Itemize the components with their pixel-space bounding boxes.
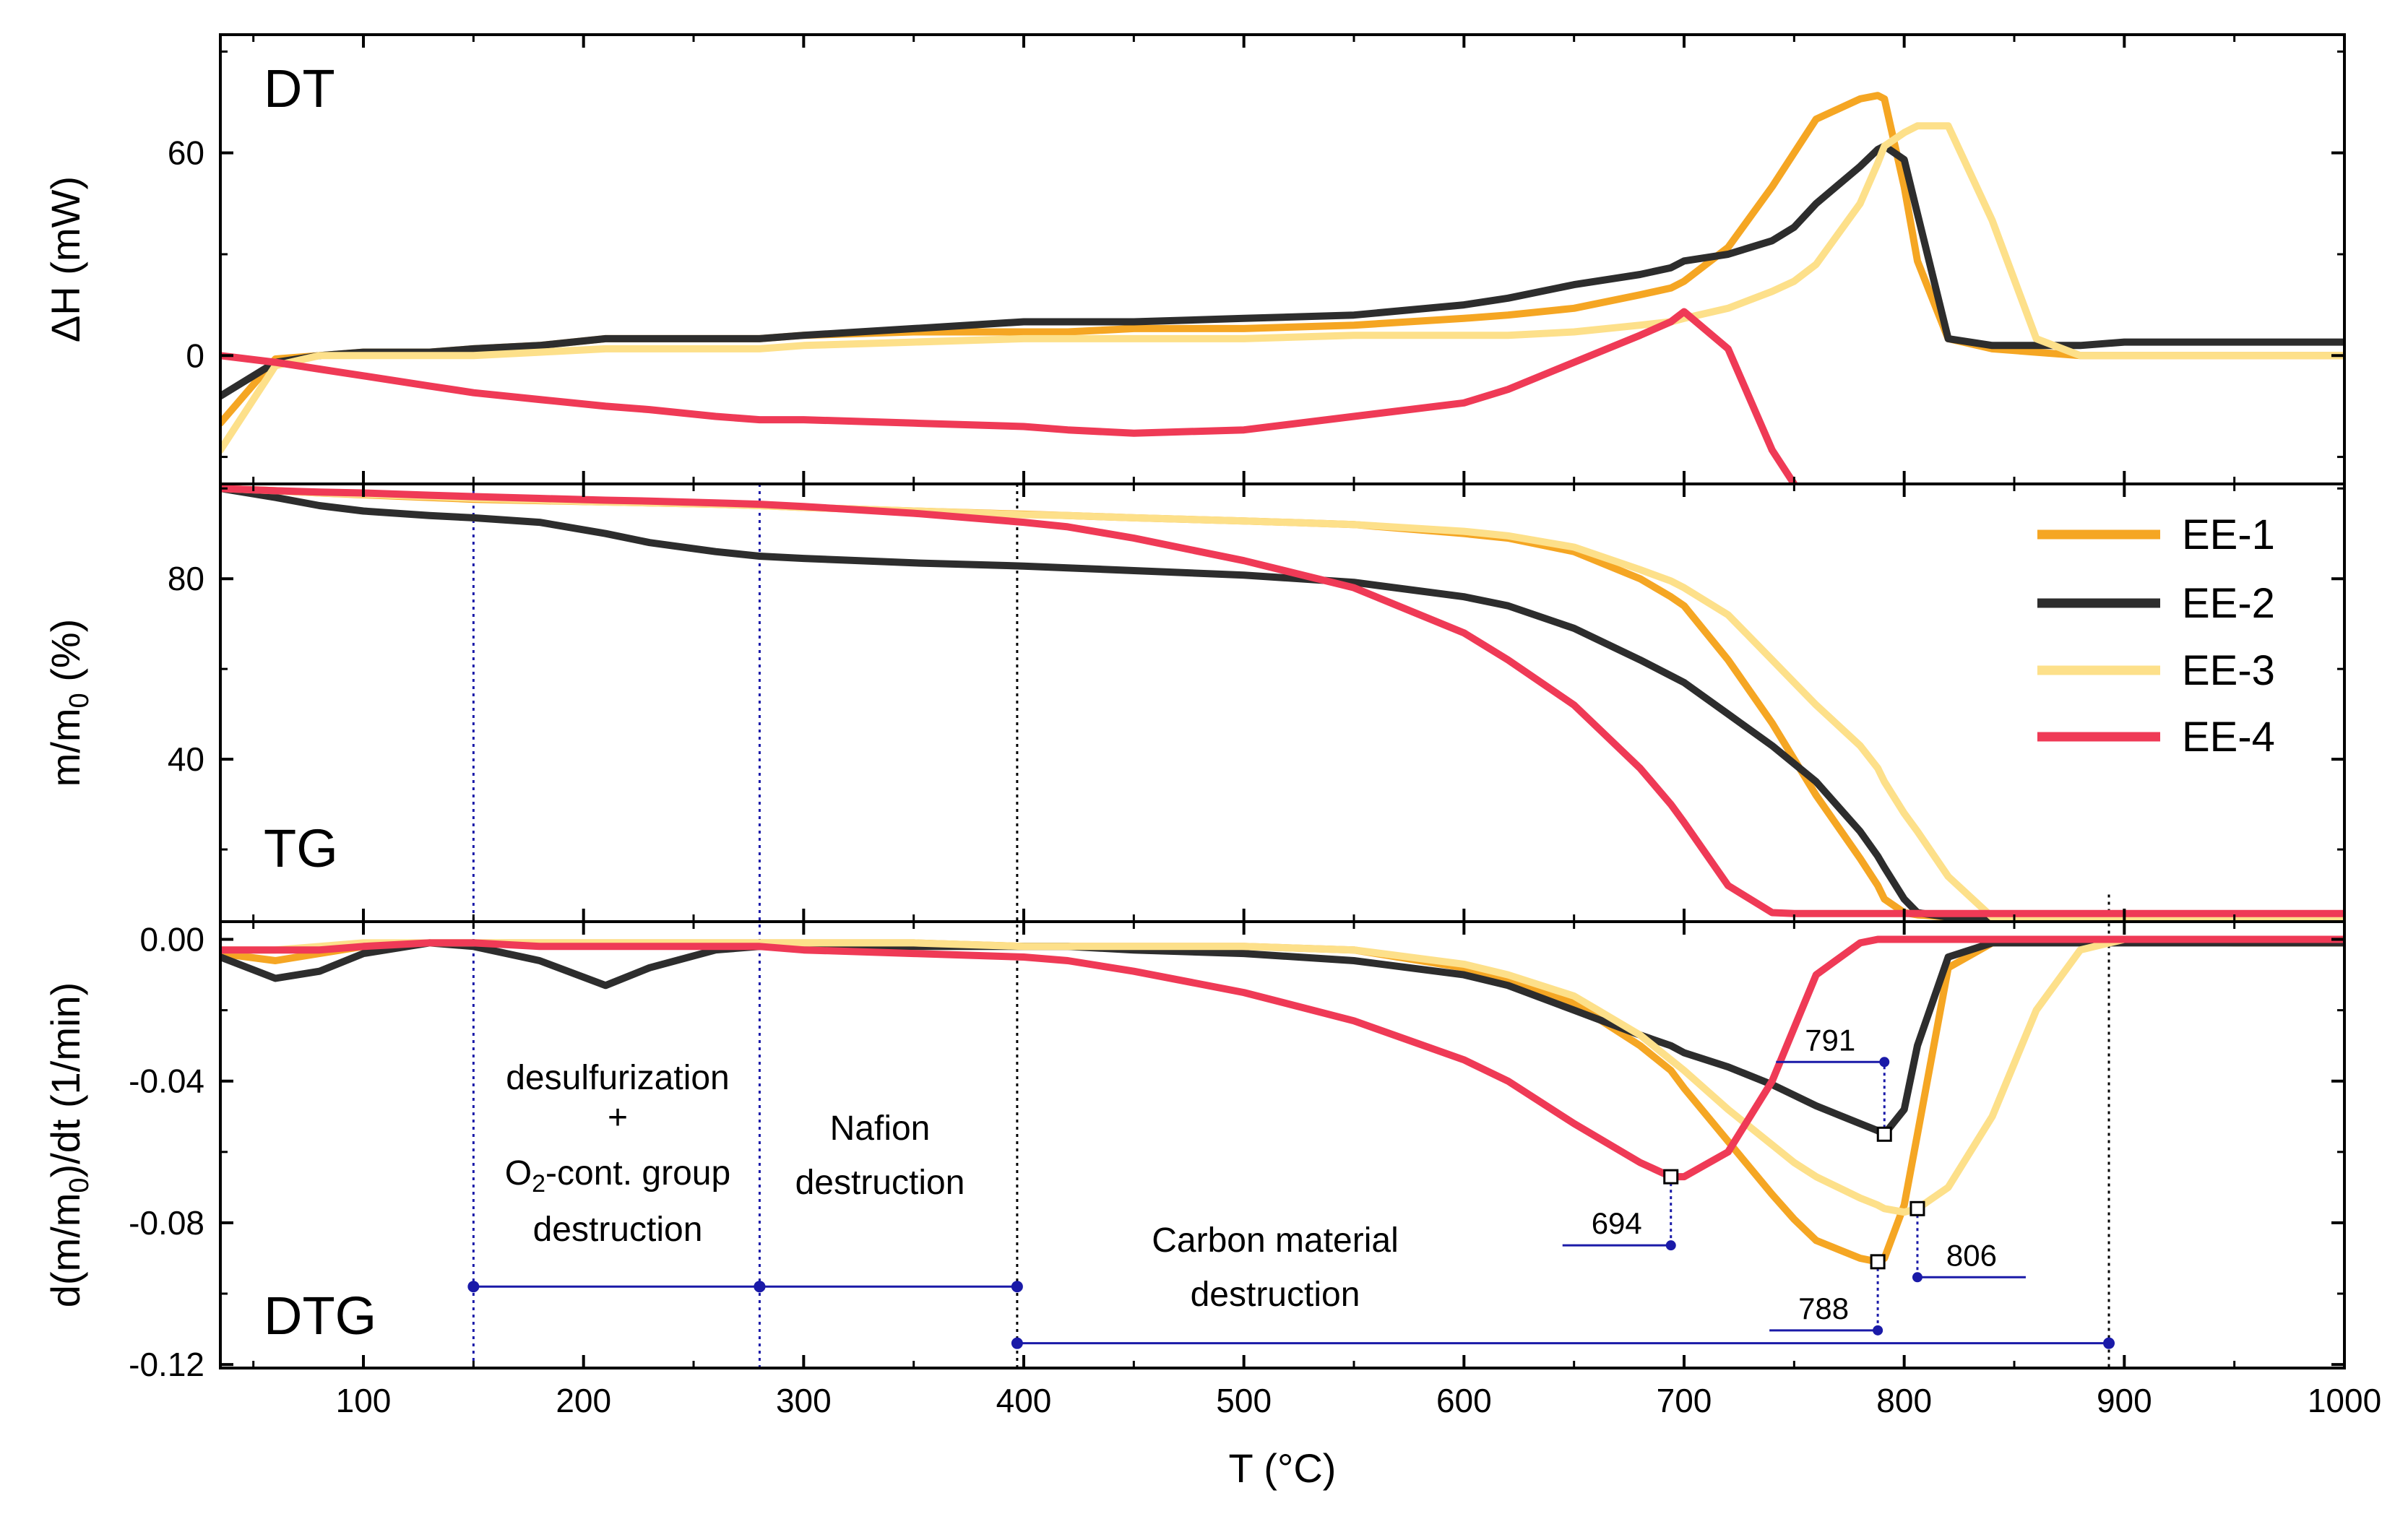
region-labels: desulfurization + O2-cont. group destruc… xyxy=(505,1059,1399,1314)
y-tick-label-dtg-2: -0.08 xyxy=(129,1204,204,1242)
region-carbon-range-start xyxy=(1011,1337,1023,1349)
series-ee4-dt xyxy=(220,308,1799,484)
series-layer xyxy=(220,92,2344,1265)
region-desulfurization-range-start xyxy=(467,1281,480,1293)
y-axis-title-dtg-main: d(m/m xyxy=(43,1193,88,1308)
x-tick-label-3: 400 xyxy=(996,1382,1052,1419)
series-ee2-dt xyxy=(220,142,2344,400)
y-axis-title-dt: ΔH (mW) xyxy=(43,176,88,342)
region-label-nafion-line2: destruction xyxy=(795,1164,965,1202)
region-label-carbon-line2: destruction xyxy=(1191,1276,1360,1314)
legend: EE-1 EE-2 EE-3 EE-4 xyxy=(2037,511,2275,761)
x-tick-label-0: 100 xyxy=(336,1382,392,1419)
series-ee1-dt xyxy=(220,92,2344,427)
series-ee4-tg xyxy=(220,485,2344,917)
y-axis-title-dtg-unit: )/dt (1/min) xyxy=(43,982,88,1178)
peak-806-marker xyxy=(1909,1200,1925,1216)
panel-frames xyxy=(219,33,2346,1369)
region-label-o2-main: O xyxy=(505,1154,532,1193)
region-label-desulfurization-line3: O2-cont. group xyxy=(505,1154,730,1198)
series-ee2-tg xyxy=(220,485,2344,921)
region-nafion-range-end xyxy=(1011,1281,1023,1293)
y-tick-label-dt-1: 60 xyxy=(168,134,204,172)
region-label-o2-sub: 2 xyxy=(532,1170,545,1198)
panel-label-dtg: DTG xyxy=(264,1286,376,1346)
x-tick-label-9: 1000 xyxy=(2308,1382,2381,1419)
axes-layer: 0 60 40 80 0.00 -0.04 -0.08 -0.12 100 200 300 400 50… xyxy=(129,35,2381,1419)
annotations-layer: 694 791 788 806 xyxy=(467,1023,2115,1349)
y-tick-label-dtg-0: 0.00 xyxy=(139,921,204,958)
peak-788-marker xyxy=(1870,1254,1886,1270)
x-tick-label-6: 700 xyxy=(1657,1382,1712,1419)
legend-label-ee3: EE-3 xyxy=(2182,647,2275,694)
x-tick-label-8: 900 xyxy=(2097,1382,2152,1419)
peak-694-dot xyxy=(1665,1240,1676,1251)
region-carbon-range-end xyxy=(2103,1337,2115,1349)
region-label-o2-rest: -cont. group xyxy=(545,1154,730,1193)
y-tick-label-dtg-1: -0.04 xyxy=(129,1063,204,1100)
y-tick-label-tg-0: 40 xyxy=(168,740,204,778)
region-label-carbon-line1: Carbon material xyxy=(1152,1221,1398,1260)
series-ee2-dtg xyxy=(220,939,2344,1138)
peak-791-label: 791 xyxy=(1805,1023,1855,1057)
panel-tg-series xyxy=(220,485,2344,921)
y-axis-title-tg: m/m0 (%) xyxy=(43,619,95,787)
legend-label-ee1: EE-1 xyxy=(2182,511,2275,558)
peak-788-label: 788 xyxy=(1798,1291,1849,1325)
panel-dt-series xyxy=(220,92,2344,484)
y-tick-label-dtg-3: -0.12 xyxy=(129,1346,204,1383)
series-ee4-dtg xyxy=(220,935,2344,1181)
y-axis-title-tg-unit: (%) xyxy=(43,619,88,693)
y-axis-title-dtg: d(m/m0)/dt (1/min) xyxy=(43,982,95,1308)
x-tick-label-5: 600 xyxy=(1436,1382,1492,1419)
x-tick-label-2: 300 xyxy=(776,1382,832,1419)
region-label-desulfurization-line1: desulfurization xyxy=(506,1059,730,1097)
x-tick-label-1: 200 xyxy=(556,1382,611,1419)
region-label-desulfurization-line2: + xyxy=(608,1099,628,1137)
peak-806-label: 806 xyxy=(1946,1238,1997,1272)
peak-788-dot xyxy=(1873,1325,1883,1336)
region-label-desulfurization-line4: destruction xyxy=(533,1211,703,1249)
panel-label-tg: TG xyxy=(264,818,338,878)
x-tick-label-7: 800 xyxy=(1876,1382,1932,1419)
y-axis-title-dtg-sub: 0 xyxy=(64,1177,95,1193)
y-tick-label-tg-1: 80 xyxy=(168,560,204,597)
peak-791-dot xyxy=(1879,1057,1890,1068)
y-tick-label-dt-0: 0 xyxy=(186,337,204,374)
x-axis-title: T (°C) xyxy=(1229,1445,1337,1491)
legend-label-ee2: EE-2 xyxy=(2182,580,2275,627)
legend-label-ee4: EE-4 xyxy=(2182,714,2275,761)
y-axis-title-tg-main: m/m xyxy=(43,708,88,787)
series-ee1-tg xyxy=(220,485,2344,921)
peak-694-label: 694 xyxy=(1592,1206,1642,1240)
panel-label-dt: DT xyxy=(264,59,335,118)
peak-694-marker xyxy=(1663,1169,1679,1185)
peak-806-dot xyxy=(1912,1272,1922,1283)
y-axis-title-tg-sub: 0 xyxy=(64,693,95,708)
x-tick-label-4: 500 xyxy=(1216,1382,1272,1419)
region-label-nafion-line1: Nafion xyxy=(830,1109,931,1148)
peak-791-marker xyxy=(1876,1126,1892,1142)
series-ee3-dt xyxy=(220,122,2344,454)
region-nafion-range-start xyxy=(754,1281,766,1293)
panel-dtg-series xyxy=(220,935,2344,1265)
series-ee3-tg xyxy=(220,485,2344,921)
